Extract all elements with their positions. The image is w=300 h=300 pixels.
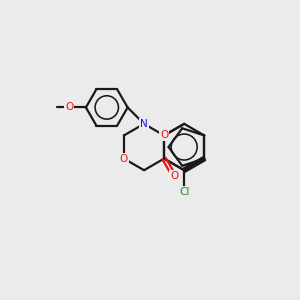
Text: O: O — [160, 130, 168, 140]
Text: O: O — [170, 171, 178, 181]
Text: N: N — [140, 119, 148, 129]
Text: Cl: Cl — [179, 187, 189, 196]
Text: O: O — [65, 103, 73, 112]
Text: O: O — [120, 154, 128, 164]
